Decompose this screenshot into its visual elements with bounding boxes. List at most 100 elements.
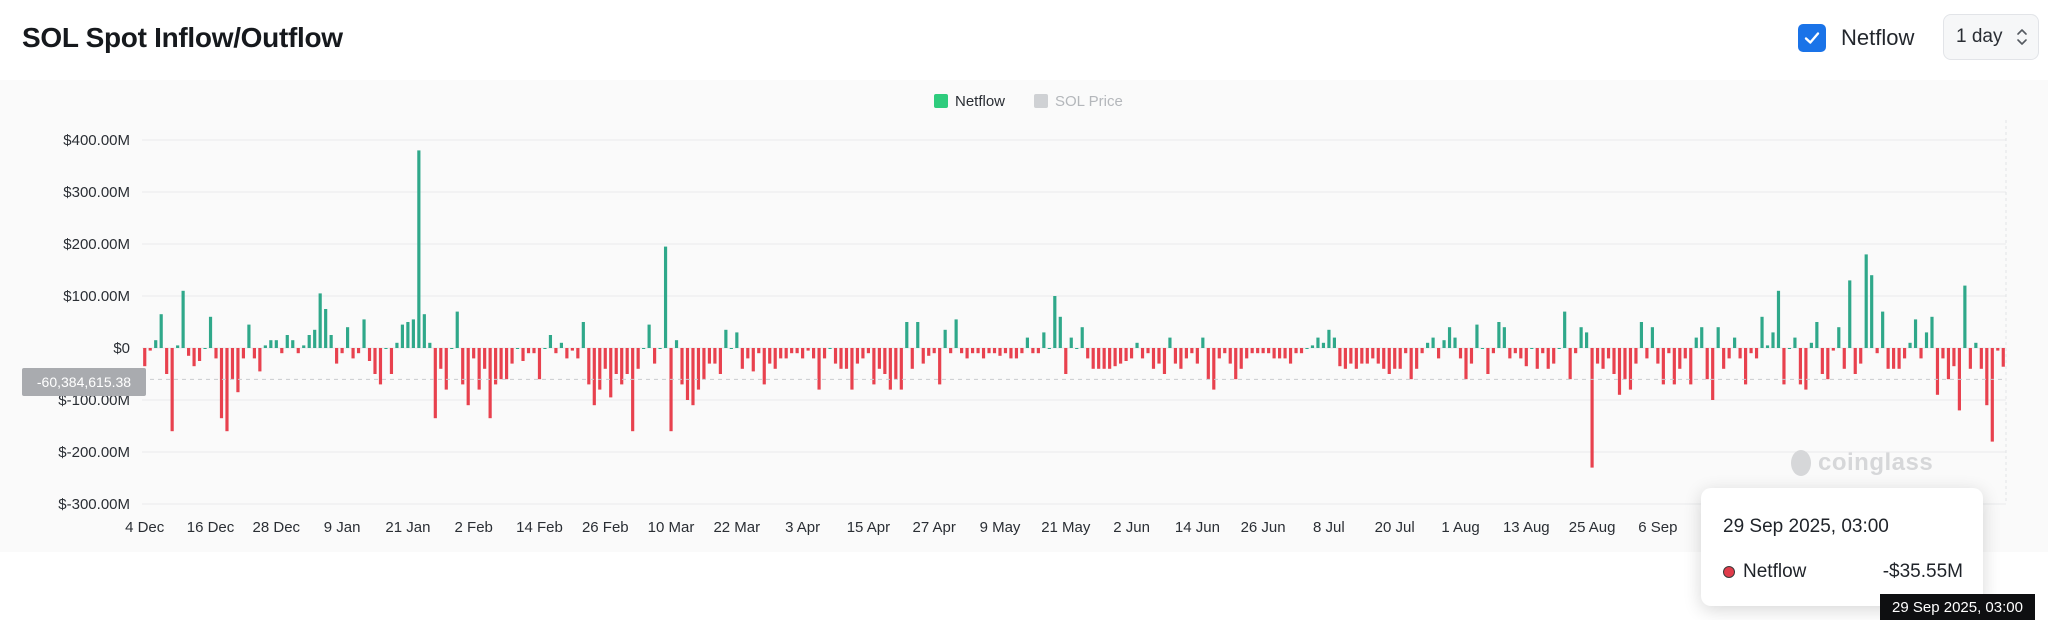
netflow-bar[interactable] (1360, 348, 1364, 364)
netflow-bar[interactable] (307, 335, 311, 348)
netflow-bar[interactable] (768, 348, 772, 364)
netflow-bar[interactable] (280, 348, 284, 354)
netflow-bar[interactable] (296, 348, 300, 354)
netflow-bar[interactable] (598, 348, 602, 390)
netflow-bar[interactable] (1628, 348, 1633, 390)
netflow-bar[interactable] (1864, 254, 1868, 348)
netflow-bar[interactable] (658, 348, 662, 349)
netflow-bar[interactable] (1930, 316, 1934, 348)
netflow-bar[interactable] (784, 348, 788, 359)
netflow-bar[interactable] (1656, 348, 1660, 364)
netflow-bar-chart[interactable]: Netflow SOL Price $400.00M $300.00M $200.0… (0, 80, 2048, 552)
netflow-bar[interactable] (642, 348, 646, 349)
netflow-bar[interactable] (170, 348, 174, 432)
netflow-bar[interactable] (910, 348, 914, 369)
netflow-bar[interactable] (570, 348, 574, 351)
netflow-bar[interactable] (1585, 332, 1589, 348)
netflow-bar[interactable] (1469, 348, 1474, 364)
netflow-bar[interactable] (1206, 348, 1210, 380)
netflow-bar[interactable] (466, 348, 470, 406)
netflow-bar[interactable] (1190, 348, 1194, 354)
netflow-bar[interactable] (1332, 337, 1336, 348)
netflow-bar[interactable] (1952, 348, 1956, 367)
netflow-bar[interactable] (976, 348, 980, 354)
netflow-bar[interactable] (1667, 348, 1671, 354)
netflow-bar[interactable] (1815, 322, 1819, 348)
netflow-bar[interactable] (1963, 285, 1967, 348)
netflow-bar[interactable] (1447, 327, 1452, 348)
netflow-bar[interactable] (1979, 348, 1983, 369)
netflow-bar[interactable] (143, 348, 147, 367)
netflow-bar[interactable] (1639, 322, 1644, 348)
legend-sol-price-label[interactable]: SOL Price (1055, 93, 1123, 110)
netflow-bar[interactable] (949, 348, 953, 354)
netflow-bar[interactable] (1294, 348, 1298, 354)
netflow-bar[interactable] (422, 314, 426, 348)
netflow-bar[interactable] (455, 311, 459, 348)
netflow-bar[interactable] (532, 348, 536, 354)
netflow-bar[interactable] (1299, 348, 1304, 354)
netflow-bar[interactable] (565, 348, 569, 359)
netflow-bar[interactable] (806, 348, 810, 351)
netflow-bar[interactable] (1859, 348, 1863, 364)
netflow-bar[interactable] (1404, 348, 1408, 354)
netflow-bar[interactable] (932, 348, 936, 354)
netflow-bar[interactable] (1365, 348, 1369, 364)
netflow-bar[interactable] (1579, 327, 1583, 348)
netflow-bar[interactable] (214, 348, 218, 359)
netflow-bar[interactable] (367, 348, 372, 361)
netflow-bar[interactable] (247, 324, 251, 348)
netflow-bar[interactable] (905, 322, 909, 348)
netflow-bar[interactable] (1804, 348, 1808, 390)
netflow-bar[interactable] (1787, 348, 1792, 349)
netflow-bar[interactable] (1491, 348, 1495, 354)
netflow-bar[interactable] (1228, 348, 1232, 364)
netflow-bar[interactable] (1486, 348, 1490, 374)
netflow-bar[interactable] (324, 309, 328, 348)
netflow-bar[interactable] (444, 348, 448, 390)
netflow-bar[interactable] (439, 348, 443, 369)
netflow-bar[interactable] (954, 319, 958, 348)
netflow-bar[interactable] (1223, 348, 1227, 354)
netflow-bar[interactable] (1316, 337, 1320, 348)
netflow-bar[interactable] (1436, 348, 1441, 359)
netflow-bar[interactable] (927, 348, 931, 356)
netflow-bar[interactable] (1749, 348, 1753, 354)
netflow-bar[interactable] (258, 348, 262, 372)
netflow-bar[interactable] (718, 348, 722, 374)
netflow-bar[interactable] (1426, 342, 1430, 348)
netflow-bar[interactable] (1036, 348, 1040, 354)
netflow-bar[interactable] (1086, 348, 1090, 359)
netflow-bar[interactable] (1831, 348, 1835, 351)
netflow-bar[interactable] (685, 348, 690, 400)
netflow-bar[interactable] (165, 348, 169, 374)
netflow-bar[interactable] (197, 348, 202, 361)
netflow-bar[interactable] (1700, 327, 1704, 348)
netflow-bar[interactable] (866, 348, 870, 354)
netflow-bar[interactable] (1020, 348, 1024, 354)
legend-netflow-swatch[interactable] (934, 94, 948, 108)
netflow-bar[interactable] (822, 348, 827, 359)
netflow-bar[interactable] (1288, 348, 1293, 364)
netflow-bar[interactable] (269, 340, 273, 348)
netflow-bar[interactable] (417, 150, 421, 348)
netflow-bar[interactable] (1119, 348, 1123, 364)
netflow-bar[interactable] (998, 348, 1002, 356)
chart-area[interactable]: Netflow SOL Price $400.00M $300.00M $200.0… (0, 80, 2048, 620)
netflow-bar[interactable] (395, 342, 399, 348)
netflow-bar[interactable] (450, 348, 454, 349)
netflow-bar[interactable] (1305, 348, 1309, 349)
netflow-bar[interactable] (1897, 348, 1901, 369)
netflow-bar[interactable] (1683, 348, 1687, 359)
netflow-bar[interactable] (1760, 316, 1764, 348)
netflow-bar[interactable] (1919, 348, 1923, 359)
netflow-bar[interactable] (526, 348, 531, 354)
netflow-bar[interactable] (1776, 290, 1781, 348)
netflow-bar[interactable] (888, 348, 892, 390)
netflow-bar[interactable] (1431, 337, 1435, 348)
netflow-bar[interactable] (1634, 348, 1638, 364)
netflow-bar[interactable] (1475, 324, 1479, 348)
netflow-bar[interactable] (1453, 337, 1457, 348)
netflow-bar[interactable] (1009, 348, 1013, 359)
legend-sol-price-swatch[interactable] (1034, 94, 1048, 108)
